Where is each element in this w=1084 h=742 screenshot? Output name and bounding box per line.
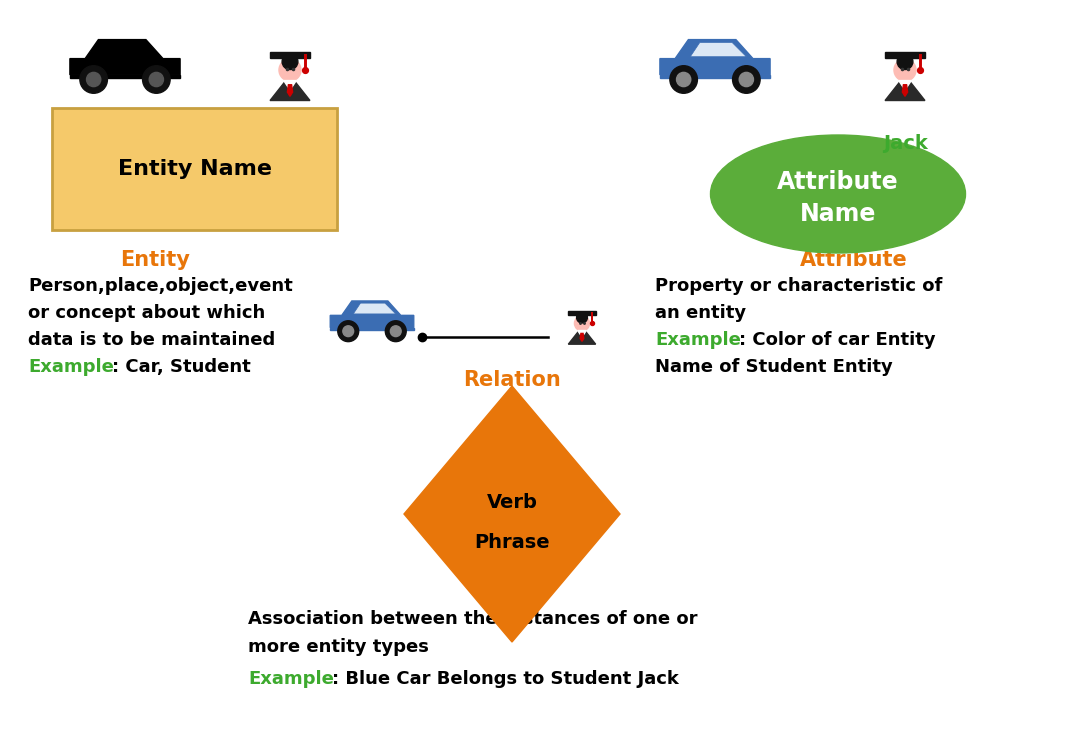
Circle shape: [733, 66, 760, 93]
Circle shape: [670, 66, 697, 93]
Polygon shape: [270, 81, 310, 100]
Circle shape: [143, 66, 170, 93]
Text: Property or characteristic of: Property or characteristic of: [655, 277, 942, 295]
Text: an entity: an entity: [655, 304, 746, 322]
Polygon shape: [660, 39, 770, 75]
Polygon shape: [691, 42, 747, 56]
Text: data is to be maintained: data is to be maintained: [28, 331, 275, 349]
Circle shape: [87, 73, 101, 87]
FancyBboxPatch shape: [331, 328, 414, 329]
Text: Example: Example: [28, 358, 114, 376]
Text: Association between the instances of one or: Association between the instances of one…: [248, 610, 697, 628]
Polygon shape: [580, 333, 584, 341]
Circle shape: [282, 53, 298, 70]
FancyBboxPatch shape: [660, 75, 770, 78]
Circle shape: [150, 73, 164, 87]
Polygon shape: [331, 301, 414, 328]
Circle shape: [676, 73, 691, 87]
Circle shape: [739, 73, 753, 87]
Text: Entity: Entity: [120, 250, 190, 270]
Text: Person,place,object,event: Person,place,object,event: [28, 277, 293, 295]
FancyBboxPatch shape: [270, 52, 310, 58]
Circle shape: [80, 66, 107, 93]
Text: : Blue Car Belongs to Student Jack: : Blue Car Belongs to Student Jack: [332, 670, 679, 688]
Polygon shape: [902, 85, 907, 96]
Polygon shape: [568, 330, 596, 344]
Circle shape: [575, 316, 590, 331]
Text: Attribute: Attribute: [777, 170, 899, 194]
FancyBboxPatch shape: [885, 52, 925, 58]
Circle shape: [898, 53, 913, 70]
Polygon shape: [69, 39, 180, 75]
Text: Phrase: Phrase: [474, 533, 550, 551]
Text: Name of Student Entity: Name of Student Entity: [655, 358, 893, 376]
Ellipse shape: [710, 135, 966, 253]
Text: Example: Example: [248, 670, 334, 688]
Polygon shape: [284, 81, 296, 90]
Circle shape: [894, 59, 916, 81]
Text: : Car, Student: : Car, Student: [112, 358, 250, 376]
Circle shape: [343, 326, 353, 337]
Circle shape: [279, 59, 301, 81]
Polygon shape: [287, 85, 293, 96]
Text: Example: Example: [655, 331, 740, 349]
FancyBboxPatch shape: [568, 311, 596, 315]
Text: or concept about which: or concept about which: [28, 304, 266, 322]
Text: Relation: Relation: [463, 370, 560, 390]
Text: Attribute: Attribute: [800, 250, 907, 270]
Polygon shape: [885, 81, 925, 100]
Circle shape: [385, 321, 406, 341]
Text: Verb: Verb: [487, 493, 538, 511]
Text: : Color of car Entity: : Color of car Entity: [739, 331, 935, 349]
FancyBboxPatch shape: [52, 108, 337, 230]
Polygon shape: [578, 330, 586, 337]
Text: more entity types: more entity types: [248, 638, 429, 656]
FancyBboxPatch shape: [69, 75, 180, 78]
Polygon shape: [404, 386, 620, 642]
Circle shape: [338, 321, 359, 341]
Text: Jack: Jack: [882, 134, 928, 153]
Text: Name: Name: [800, 202, 876, 226]
Circle shape: [390, 326, 401, 337]
Circle shape: [577, 312, 588, 323]
Polygon shape: [353, 303, 396, 314]
Polygon shape: [899, 81, 912, 90]
Text: Entity Name: Entity Name: [117, 159, 271, 179]
